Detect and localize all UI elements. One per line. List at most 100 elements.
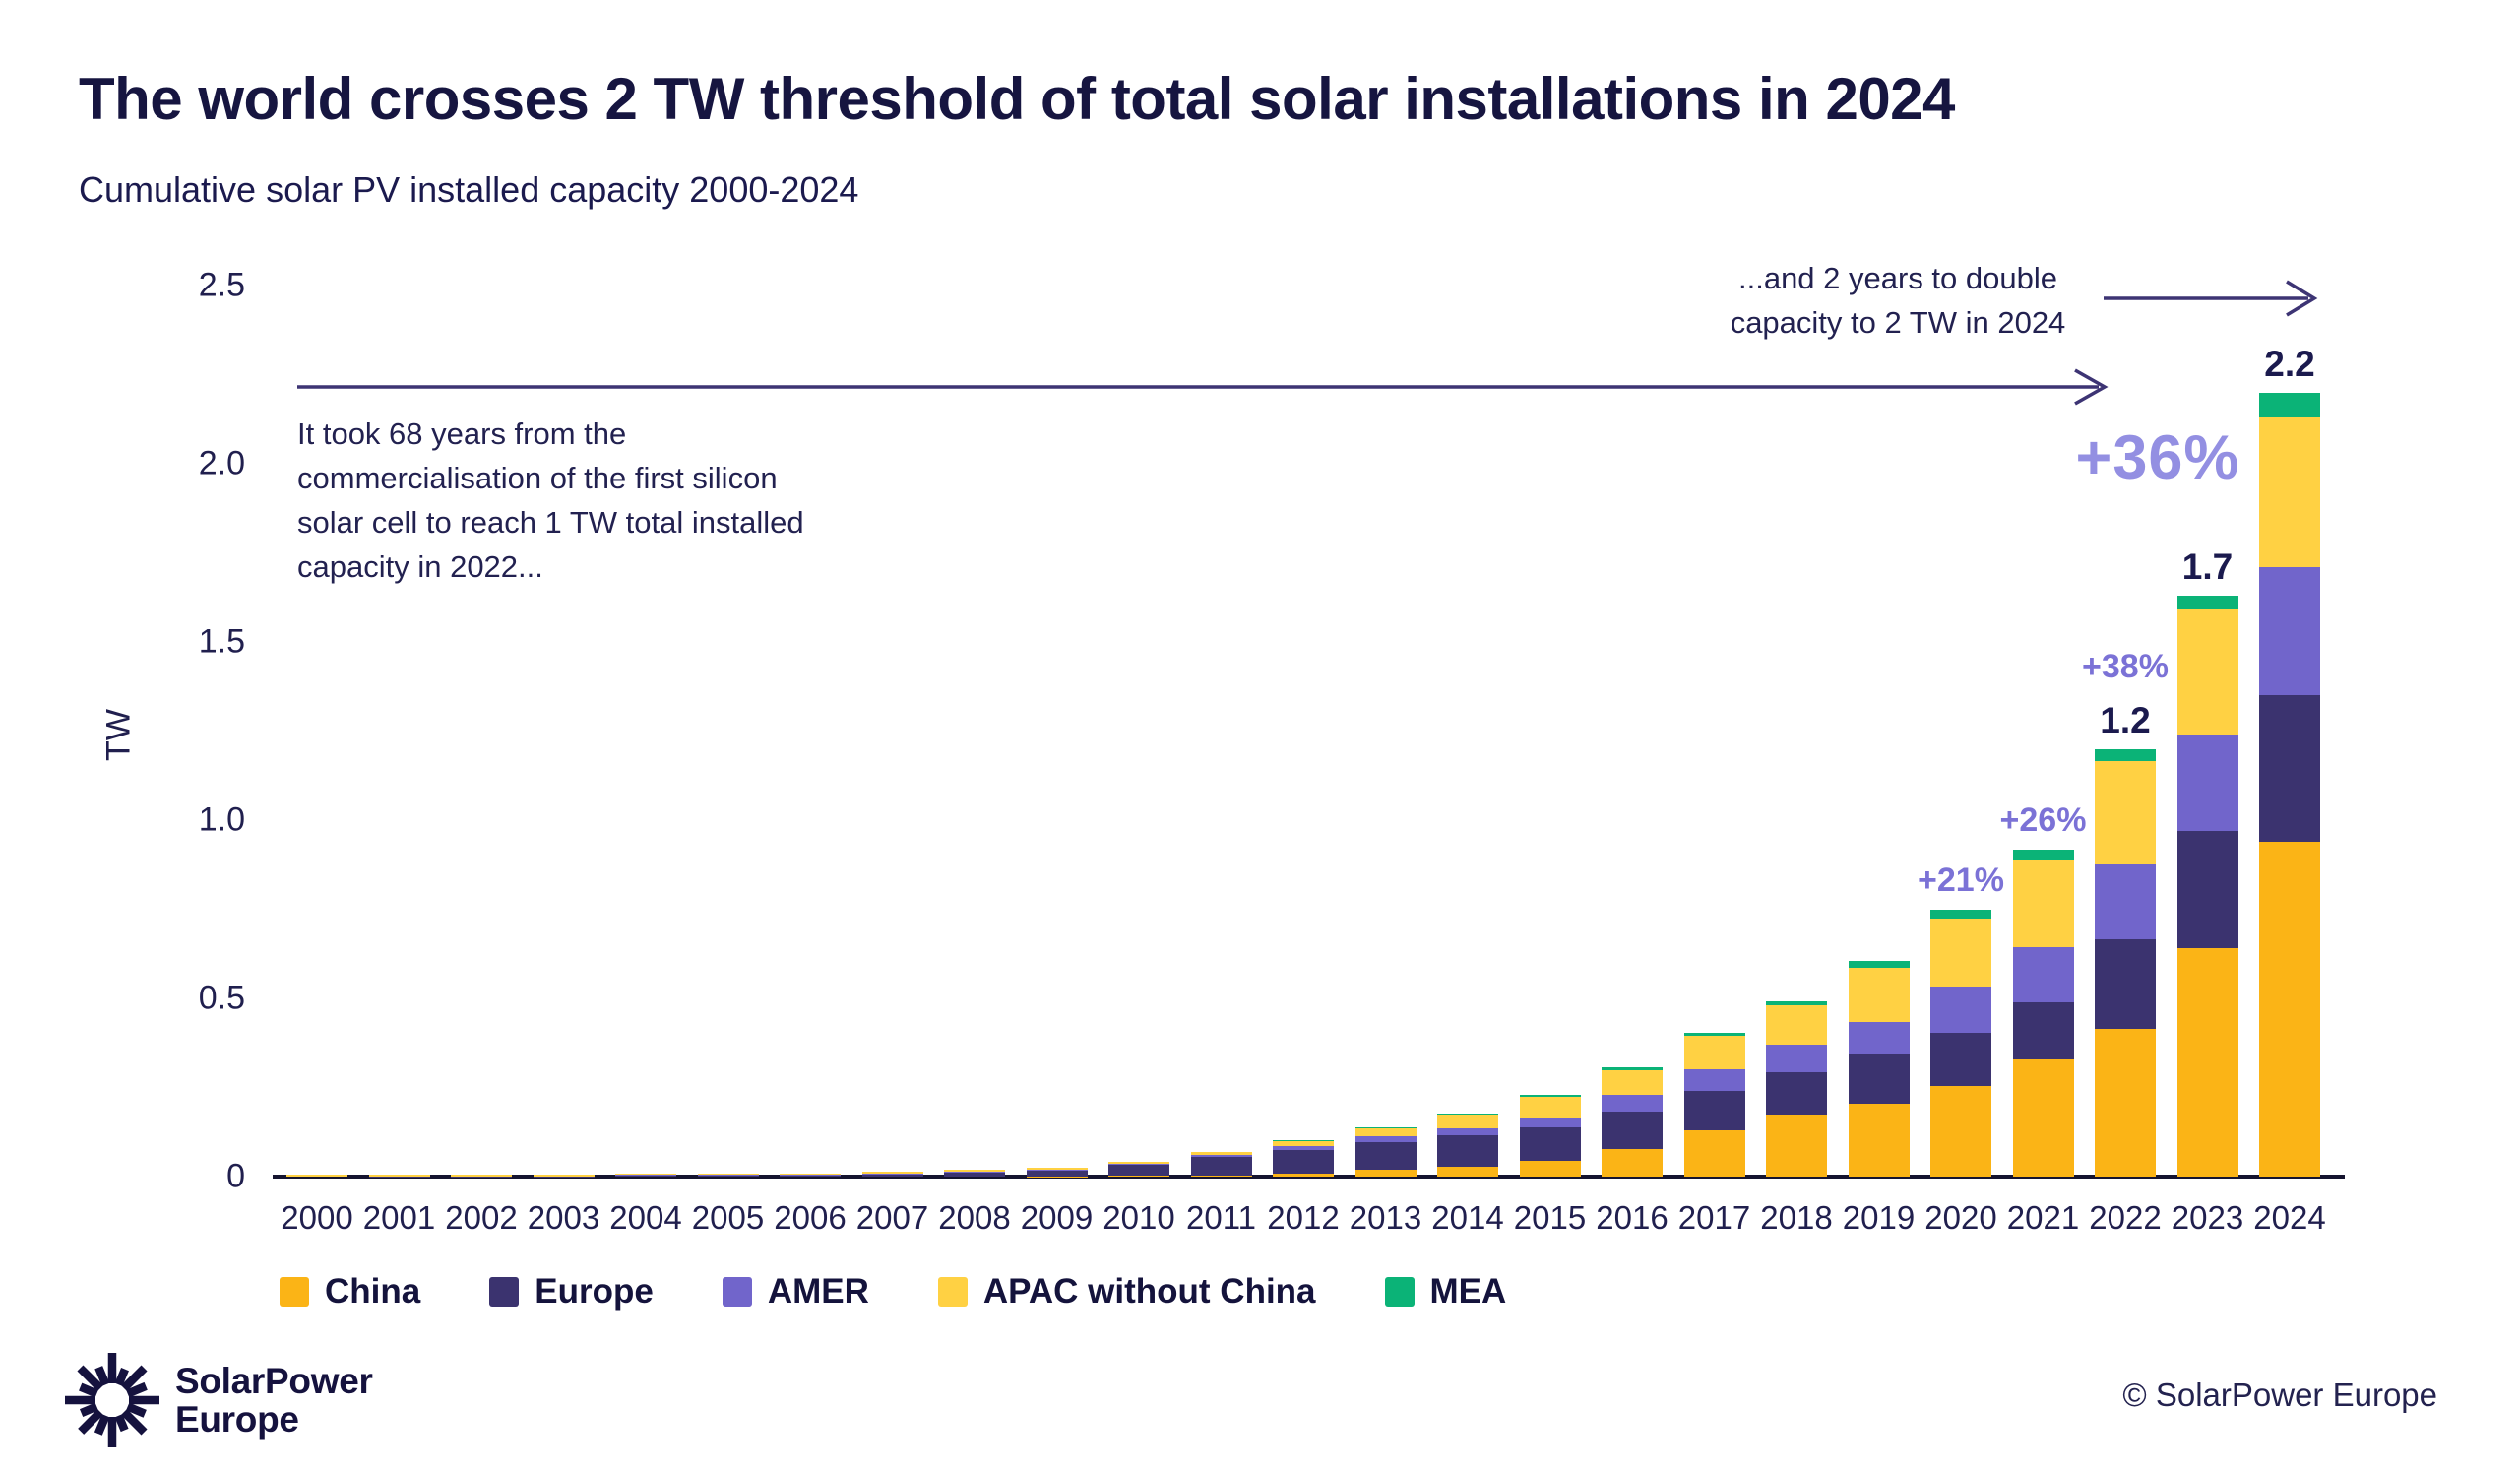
x-tick-label: 2010 [1102, 1199, 1175, 1236]
stacked-bar-2000 [286, 1175, 347, 1177]
bar-segment-apac-without-china [944, 1170, 1005, 1172]
y-tick-label: 2.0 [198, 444, 245, 482]
legend-item-china: China [280, 1272, 420, 1312]
x-tick-label: 2024 [2253, 1199, 2326, 1236]
plot-area: TW It took 68 years from the commerciali… [100, 261, 2345, 1236]
stacked-bar-2012 [1273, 1139, 1334, 1177]
bar-segment-apac-without-china [1519, 1097, 1581, 1118]
stacked-bar-2001 [368, 1175, 430, 1177]
stacked-bar-2002 [451, 1175, 512, 1177]
sunburst-logo-icon [65, 1353, 159, 1447]
bar-segment-mea [1437, 1113, 1498, 1116]
x-tick-label: 2018 [1760, 1199, 1833, 1236]
bar-segment-europe [1848, 1054, 1910, 1104]
growth-label-2021: +26% [1999, 801, 2087, 840]
stacked-bar-2011 [1190, 1151, 1252, 1177]
bar-total-label-2024: 2.2 [2264, 343, 2315, 384]
stacked-bar-2008 [944, 1170, 1005, 1177]
bar-segment-mea [2176, 595, 2238, 610]
bar-segment-apac-without-china [780, 1173, 841, 1176]
bar-segment-china [1108, 1175, 1169, 1177]
bar-segment-mea [1602, 1067, 1663, 1070]
x-tick-label: 2016 [1596, 1199, 1669, 1236]
stacked-bar-2024 [2259, 392, 2320, 1177]
bar-segment-amer [944, 1171, 1005, 1173]
legend-label: China [325, 1272, 421, 1311]
bar-segment-apac-without-china [451, 1175, 512, 1177]
bar-segment-apac-without-china [1848, 968, 1910, 1022]
x-tick-label: 2020 [1924, 1199, 1997, 1236]
legend-item-apac-without-china: APAC without China [937, 1272, 1316, 1312]
solarpower-europe-logo: SolarPower Europe [63, 1351, 373, 1449]
bar-segment-apac-without-china [1437, 1115, 1498, 1128]
legend-swatch [280, 1277, 309, 1307]
bar-segment-europe [1108, 1165, 1169, 1176]
stacked-bar-2013 [1354, 1126, 1417, 1177]
annotation-2tw-note: ...and 2 years to double capacity to 2 T… [1731, 256, 2066, 345]
bar-segment-europe [2259, 695, 2320, 842]
bar-segment-amer [861, 1173, 923, 1176]
bar-segment-amer [1683, 1069, 1745, 1091]
bar-segment-europe [1519, 1127, 1581, 1162]
x-tick-label: 2019 [1842, 1199, 1916, 1236]
bar-segment-mea [2259, 392, 2320, 417]
bar-segment-mea [2012, 850, 2074, 860]
bar-segment-amer [1190, 1154, 1252, 1157]
bar-segment-apac-without-china [615, 1174, 676, 1176]
y-tick-label: 1.5 [198, 622, 245, 661]
stacked-bar-2021 [2012, 850, 2074, 1177]
bar-segment-apac-without-china [2259, 416, 2320, 568]
x-tick-label: 2005 [691, 1199, 765, 1236]
x-tick-label: 2001 [362, 1199, 436, 1236]
logo-wordmark-line2: Europe [175, 1399, 299, 1440]
bar-segment-china [1190, 1175, 1252, 1177]
annotation-line: It took 68 years from the [297, 416, 627, 451]
stacked-bar-2022 [2095, 748, 2156, 1177]
stacked-bar-2014 [1437, 1113, 1498, 1177]
growth-label-2022: +38% [2082, 647, 2169, 685]
x-tick-label: 2017 [1677, 1199, 1751, 1236]
bar-segment-china [1273, 1174, 1334, 1177]
x-tick-label: 2013 [1349, 1199, 1422, 1236]
x-tick-label: 2000 [281, 1199, 353, 1236]
bar-segment-apac-without-china [368, 1175, 430, 1177]
bar-segment-apac-without-china [286, 1175, 347, 1177]
bar-segment-china [2095, 1029, 2156, 1177]
growth-label-2020: +21% [1918, 861, 2004, 899]
bar-segment-china [1602, 1148, 1663, 1177]
bar-segment-apac-without-china [1766, 1004, 1827, 1046]
bar-segment-china [1848, 1103, 1910, 1177]
logo-wordmark-line1: SolarPower [175, 1361, 373, 1401]
bar-segment-apac-without-china [533, 1175, 595, 1177]
timeline-arrow-2tw [2104, 280, 2318, 317]
bar-segment-amer [1354, 1136, 1417, 1142]
x-tick-label: 2012 [1267, 1199, 1340, 1236]
bar-segment-amer [2095, 864, 2156, 939]
stacked-bar-2017 [1683, 1032, 1745, 1177]
bar-segment-china [2012, 1058, 2074, 1177]
bar-segment-apac-without-china [1683, 1036, 1745, 1070]
y-tick-label: 1.0 [198, 800, 245, 839]
bar-segment-mea [1848, 961, 1910, 969]
y-tick-label: 0.5 [198, 979, 245, 1017]
x-tick-label: 2015 [1513, 1199, 1587, 1236]
bar-segment-mea [1930, 909, 1991, 919]
legend-swatch [1384, 1277, 1415, 1307]
bar-segment-china [1437, 1166, 1498, 1177]
bar-segment-europe [1683, 1090, 1745, 1130]
x-tick-label: 2023 [2171, 1199, 2244, 1236]
bar-segment-china [1766, 1114, 1827, 1177]
stacked-bar-2015 [1519, 1095, 1581, 1177]
x-tick-label: 2011 [1186, 1199, 1256, 1236]
bar-segment-amer [1848, 1021, 1910, 1055]
y-tick-label: 0 [226, 1157, 245, 1195]
bar-segment-amer [1026, 1169, 1088, 1172]
bar-segment-europe [1930, 1032, 1991, 1087]
legend-swatch [937, 1277, 968, 1307]
growth-label-2024: +36% [2075, 423, 2240, 492]
bar-segment-europe [697, 1175, 759, 1177]
x-tick-label: 2022 [2089, 1199, 2162, 1236]
bar-segment-china [2259, 841, 2320, 1177]
bar-segment-apac-without-china [1354, 1128, 1417, 1137]
bar-segment-amer [1602, 1095, 1663, 1113]
